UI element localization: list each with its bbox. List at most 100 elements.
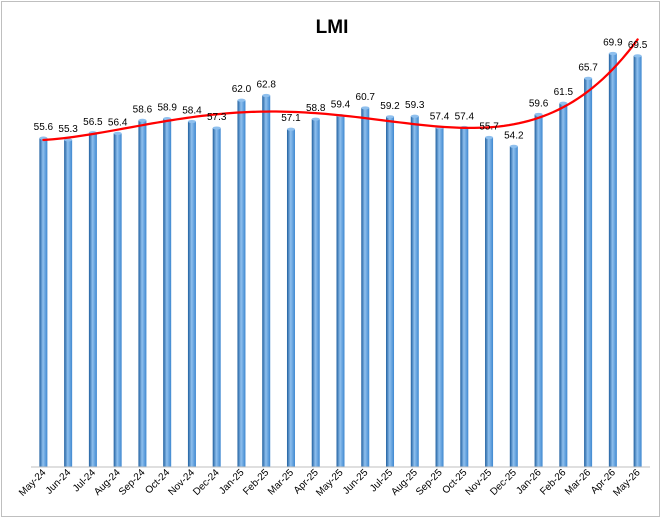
- bar-body: [286, 129, 295, 467]
- bar-jan-26: [534, 112, 543, 467]
- bar-nov-24: [187, 119, 196, 467]
- bar-may-25: [336, 114, 345, 468]
- bar-top-cap: [113, 131, 122, 135]
- data-label-feb-26: 61.5: [554, 87, 574, 98]
- bar-dec-24: [212, 126, 221, 467]
- bar-jan-25: [237, 98, 246, 468]
- bar-body: [608, 53, 617, 467]
- bar-nov-25: [485, 135, 494, 467]
- bar-apr-25: [311, 117, 320, 468]
- bar-aug-24: [113, 131, 122, 467]
- trendline: [42, 38, 639, 142]
- x-tick-jun-24: Jun-24: [44, 467, 74, 497]
- trendline-layer: [42, 38, 639, 142]
- data-label-jan-25: 62.0: [232, 84, 252, 95]
- x-tick-nov-25: Nov-25: [464, 467, 495, 498]
- data-label-mar-26: 65.7: [578, 62, 598, 73]
- x-tick-aug-25: Aug-25: [389, 467, 420, 498]
- x-tick-may-25: May-25: [314, 467, 346, 499]
- x-tick-aug-24: Aug-24: [92, 467, 123, 498]
- data-label-apr-25: 58.8: [306, 103, 326, 114]
- bar-top-cap: [163, 116, 172, 121]
- bar-body: [633, 55, 642, 468]
- bar-top-cap: [633, 54, 642, 58]
- bar-body: [559, 103, 568, 467]
- bar-mar-26: [584, 76, 593, 467]
- bar-jun-24: [64, 138, 73, 467]
- bar-top-cap: [361, 106, 370, 110]
- x-tick-mar-25: Mar-25: [266, 467, 296, 497]
- bar-top-cap: [534, 112, 543, 117]
- x-tick-may-26: May-26: [611, 467, 643, 499]
- bar-top-cap: [559, 101, 568, 105]
- bar-top-cap: [311, 117, 320, 121]
- bar-body: [113, 133, 122, 467]
- x-tick-sep-24: Sep-24: [117, 467, 148, 498]
- bar-body: [311, 119, 320, 468]
- data-label-jun-24: 55.3: [58, 124, 78, 135]
- bar-body: [336, 115, 345, 468]
- bar-body: [361, 107, 370, 468]
- bar-may-26: [633, 54, 642, 468]
- bar-top-cap: [485, 135, 494, 140]
- bar-apr-26: [608, 51, 617, 467]
- bar-sep-25: [435, 125, 444, 467]
- bar-jun-25: [361, 106, 370, 468]
- data-label-dec-25: 54.2: [504, 130, 524, 141]
- bar-oct-25: [460, 125, 469, 467]
- bar-top-cap: [410, 114, 419, 118]
- data-label-feb-25: 62.8: [256, 80, 276, 91]
- bar-body: [435, 127, 444, 467]
- bar-body: [509, 146, 518, 467]
- x-tick-mar-26: Mar-26: [563, 467, 593, 497]
- bar-body: [386, 116, 395, 468]
- x-tick-sep-25: Sep-25: [414, 467, 445, 498]
- data-label-nov-24: 58.4: [182, 106, 202, 117]
- bar-may-24: [39, 136, 48, 467]
- bar-aug-25: [410, 114, 419, 468]
- bar-mar-25: [286, 127, 295, 467]
- bar-body: [237, 100, 246, 468]
- data-labels-layer: 55.6 55.3 56.5 56.4 58.6 58.9 58.4 57.3 62.0 62.8…: [34, 38, 648, 142]
- data-label-sep-25: 57.4: [430, 111, 450, 122]
- bar-top-cap: [509, 144, 518, 148]
- data-label-mar-25: 57.1: [281, 113, 301, 124]
- bar-top-cap: [386, 115, 395, 119]
- x-tick-feb-25: Feb-25: [241, 467, 271, 497]
- bar-body: [64, 139, 73, 467]
- bar-body: [262, 95, 271, 467]
- bar-top-cap: [608, 51, 617, 56]
- bar-body: [212, 128, 221, 467]
- bars-layer: [39, 51, 642, 468]
- x-tick-dec-25: Dec-25: [488, 467, 519, 498]
- bar-feb-25: [262, 93, 271, 467]
- bar-top-cap: [286, 127, 295, 131]
- bar-top-cap: [212, 126, 221, 130]
- bar-body: [39, 138, 48, 467]
- data-label-aug-25: 59.3: [405, 100, 425, 111]
- x-tick-may-24: May-24: [17, 467, 49, 499]
- data-label-jul-24: 56.5: [83, 117, 103, 128]
- data-label-sep-24: 58.6: [133, 104, 153, 115]
- bar-body: [460, 127, 469, 467]
- bar-body: [138, 120, 147, 467]
- data-label-nov-25: 55.7: [479, 122, 499, 133]
- bar-body: [410, 116, 419, 468]
- bar-dec-25: [509, 144, 518, 467]
- bar-body: [163, 118, 172, 467]
- data-label-dec-24: 57.3: [207, 112, 227, 123]
- data-label-oct-24: 58.9: [157, 103, 177, 114]
- data-label-jul-25: 59.2: [380, 101, 400, 112]
- bar-body: [88, 132, 97, 467]
- data-label-jun-25: 60.7: [356, 92, 376, 103]
- bar-top-cap: [187, 119, 196, 124]
- bar-jul-24: [88, 131, 97, 467]
- data-label-apr-26: 69.9: [603, 38, 623, 49]
- bar-body: [485, 137, 494, 467]
- bar-body: [534, 114, 543, 467]
- data-label-may-26: 69.5: [628, 40, 648, 51]
- bar-oct-24: [163, 116, 172, 467]
- bar-top-cap: [64, 138, 73, 142]
- x-tick-feb-26: Feb-26: [538, 467, 568, 497]
